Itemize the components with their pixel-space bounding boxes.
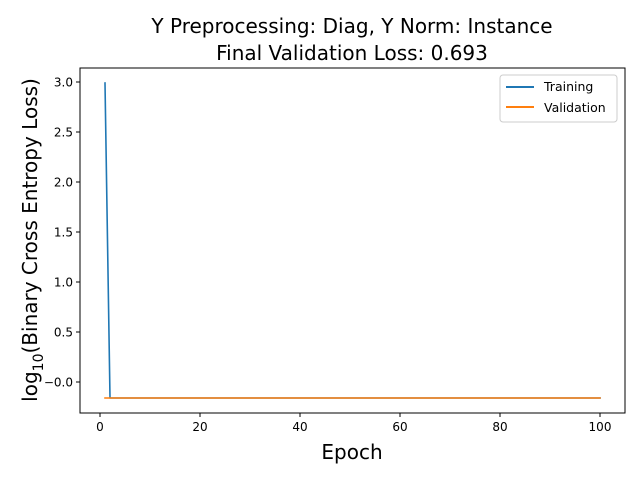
y-axis-label-log: log <box>18 371 42 402</box>
x-tick-label: 60 <box>392 420 407 434</box>
legend-label-validation: Validation <box>544 100 606 115</box>
x-tick-label: 40 <box>292 420 307 434</box>
x-tick-label: 100 <box>589 420 612 434</box>
x-tick-label: 80 <box>492 420 507 434</box>
y-tick-label: 0.5 <box>54 326 73 340</box>
x-axis: 0 20 40 60 80 100 <box>96 413 611 434</box>
x-tick-label: 20 <box>192 420 207 434</box>
y-tick-label: 1.5 <box>54 226 73 240</box>
y-tick-label: 2.5 <box>54 126 73 140</box>
y-axis-label-rest: (Binary Cross Entropy Loss) <box>18 78 42 353</box>
chart-title-line-2: Final Validation Loss: 0.693 <box>216 41 488 65</box>
x-tick-label: 0 <box>96 420 104 434</box>
chart-title-line-1: Y Preprocessing: Diag, Y Norm: Instance <box>150 14 552 38</box>
y-tick-label: 3.0 <box>54 76 73 90</box>
y-axis: −0.0 0.5 1.0 1.5 2.0 2.5 3.0 <box>44 76 80 390</box>
y-axis-label: log10(Binary Cross Entropy Loss) <box>18 78 47 402</box>
plot-frame <box>79 67 626 414</box>
x-axis-label: Epoch <box>321 440 382 464</box>
legend-label-training: Training <box>543 79 593 94</box>
y-axis-label-subscript: 10 <box>31 354 47 372</box>
legend: Training Validation <box>499 74 618 123</box>
series-layer <box>104 82 601 399</box>
y-tick-label: −0.0 <box>44 376 73 390</box>
y-tick-label: 2.0 <box>54 176 73 190</box>
y-tick-label: 1.0 <box>54 276 73 290</box>
